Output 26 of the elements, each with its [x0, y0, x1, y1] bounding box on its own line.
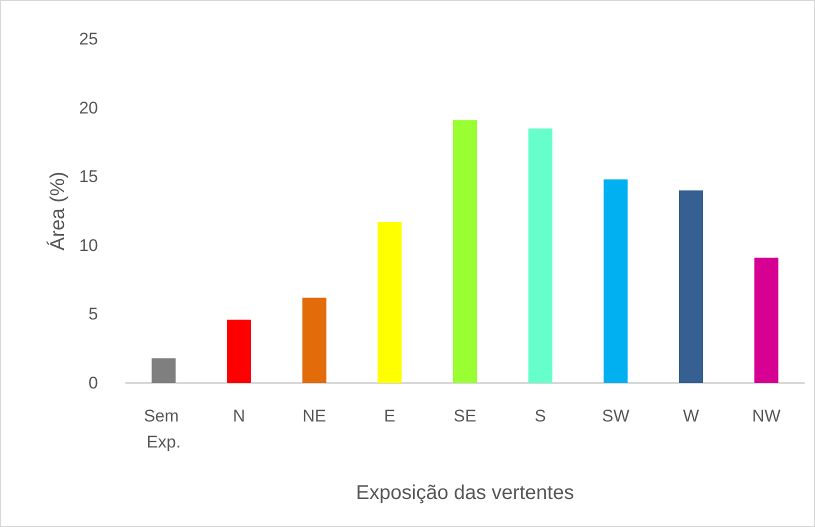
y-tick-label: 10	[79, 236, 98, 255]
bar	[227, 320, 251, 383]
y-axis-title: Área (%)	[46, 172, 70, 250]
y-tick-label: 0	[88, 374, 98, 392]
x-tick-label: SE	[454, 406, 476, 426]
x-tick-label: SW	[602, 406, 630, 426]
bar	[528, 128, 552, 383]
bar	[679, 190, 703, 383]
bar	[378, 222, 402, 383]
x-tick-label: NE	[302, 406, 326, 426]
bar	[604, 179, 628, 383]
y-tick-label: 25	[79, 30, 98, 48]
x-axis-title: Exposição das vertentes	[356, 482, 574, 504]
y-tick-label: 20	[79, 98, 98, 118]
x-tick-label: S	[534, 406, 546, 426]
y-tick-label: 5	[88, 304, 98, 324]
y-tick-label: 15	[79, 167, 98, 186]
x-tick-label: NW	[752, 406, 780, 426]
x-tick-label: N	[232, 406, 246, 426]
x-tick-label: W	[682, 406, 700, 426]
x-tick-label: E	[384, 406, 396, 426]
bar	[754, 258, 778, 383]
bar	[453, 120, 477, 383]
x-tick-label: Sem Exp.	[144, 406, 184, 452]
bar	[152, 358, 176, 383]
bar	[302, 298, 326, 383]
